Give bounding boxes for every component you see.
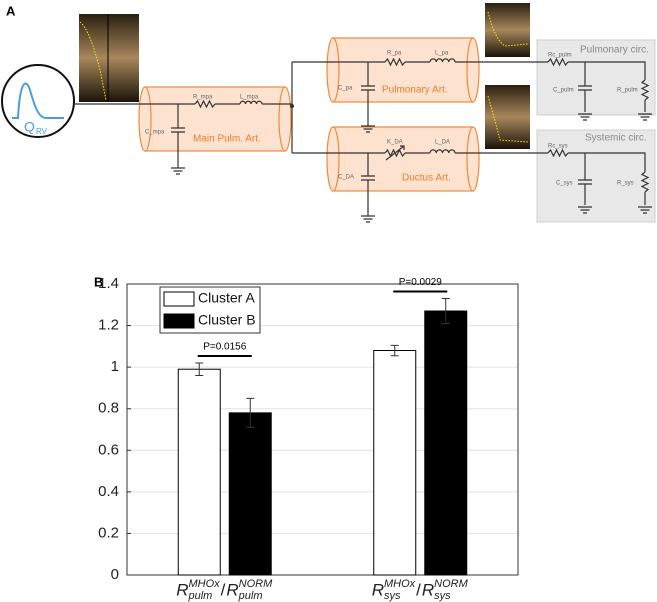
segment-name: Ductus Art. xyxy=(402,173,451,184)
inductor xyxy=(239,100,263,105)
variable-arrow xyxy=(385,145,405,161)
component-label: R_sys xyxy=(617,181,634,187)
component-label: C_pa xyxy=(338,86,353,92)
component-label: R_mpa xyxy=(193,95,213,101)
inductor xyxy=(429,58,456,63)
bar xyxy=(177,368,221,576)
y-tick-label: 1.4 xyxy=(98,275,119,292)
p-value: P=0.0156 xyxy=(203,342,247,353)
x-label-part: R xyxy=(176,580,188,599)
component-label: C_DA xyxy=(338,175,354,181)
component-label: L_mpa xyxy=(240,95,259,101)
resistor xyxy=(547,57,569,67)
segment-name: Systemic circ. xyxy=(585,133,647,144)
x-label-part: NORM xyxy=(239,578,273,590)
x-label-part: MHOx xyxy=(188,578,220,590)
component-label: C_mpa xyxy=(145,130,165,136)
x-label-part: pulm xyxy=(238,590,263,602)
source-subscript: RV xyxy=(36,127,48,136)
x-label-part: R xyxy=(422,580,434,599)
component-label: C_pulm xyxy=(553,88,574,94)
legend-label: Cluster A xyxy=(198,290,255,306)
tube xyxy=(332,126,474,192)
tube-end xyxy=(138,86,152,152)
capacitor xyxy=(578,153,592,205)
bar xyxy=(424,310,468,576)
p-value: P=0.0029 xyxy=(399,277,443,288)
error-bar xyxy=(441,298,450,324)
legend-swatch xyxy=(163,313,195,329)
inductor xyxy=(429,149,456,154)
component-label: L_pa xyxy=(435,51,449,57)
y-tick-label: 0.6 xyxy=(98,441,119,458)
x-label-part: sys xyxy=(384,590,401,602)
panel-label: B xyxy=(94,274,103,289)
x-label-part: NORM xyxy=(434,578,468,590)
segment-name: Pulmonary circ. xyxy=(580,45,649,56)
y-tick-label: 0.8 xyxy=(98,400,119,417)
ground xyxy=(638,206,652,214)
junction xyxy=(290,104,294,108)
x-label-part: MHOx xyxy=(384,578,416,590)
circulation-box xyxy=(536,129,656,223)
y-tick-label: 0.4 xyxy=(98,483,119,500)
ground xyxy=(638,113,652,121)
segment-name: Main Pulm. Art. xyxy=(193,134,261,145)
capacitor xyxy=(361,153,375,223)
component-label: K_DA xyxy=(387,140,403,146)
capacitor xyxy=(578,62,592,112)
component-label: R_pa xyxy=(387,51,402,57)
resistor xyxy=(640,171,650,193)
legend-swatch xyxy=(163,291,195,307)
legend-label: Cluster B xyxy=(198,312,256,328)
resistor xyxy=(194,99,216,109)
component-label: Rc_pulm xyxy=(548,53,572,59)
x-label-part: / xyxy=(416,580,421,599)
resistor xyxy=(640,79,650,101)
bar xyxy=(373,350,417,576)
tube-end xyxy=(278,86,292,152)
tube-end xyxy=(466,37,480,103)
x-label-part: R xyxy=(372,580,384,599)
ground xyxy=(578,113,592,121)
waveform xyxy=(12,82,64,119)
y-tick-label: 0.2 xyxy=(98,524,119,541)
resistor xyxy=(547,148,569,158)
error-bar xyxy=(390,344,399,357)
component-label: L_DA xyxy=(435,140,450,146)
y-tick-label: 1.2 xyxy=(98,317,119,334)
x-label-part: R xyxy=(226,580,238,599)
tube-end xyxy=(466,126,480,192)
bar xyxy=(228,412,272,576)
tube-end xyxy=(326,37,340,103)
component-label: Rc_sys xyxy=(548,144,568,150)
y-tick-label: 1 xyxy=(111,358,119,375)
x-label-part: / xyxy=(221,580,226,599)
capacitor xyxy=(171,104,185,175)
plot-frame xyxy=(126,283,519,576)
ground xyxy=(578,206,592,214)
capacitor xyxy=(361,62,375,133)
error-bar xyxy=(195,362,204,376)
component-label: R_pulm xyxy=(617,88,638,94)
y-tick-label: 0 xyxy=(111,566,119,583)
circulation-box xyxy=(536,39,656,116)
resistor xyxy=(384,57,406,67)
panel-label: A xyxy=(6,3,16,18)
segment-name: Pulmonary Art. xyxy=(382,85,448,96)
component-label: C_sys xyxy=(556,181,573,187)
error-bar xyxy=(246,397,255,428)
x-label-part: pulm xyxy=(187,590,212,602)
ultrasound-image xyxy=(79,3,530,149)
tube-end xyxy=(326,126,340,192)
x-label-part: sys xyxy=(434,590,451,602)
source-symbol: Q xyxy=(24,119,35,135)
